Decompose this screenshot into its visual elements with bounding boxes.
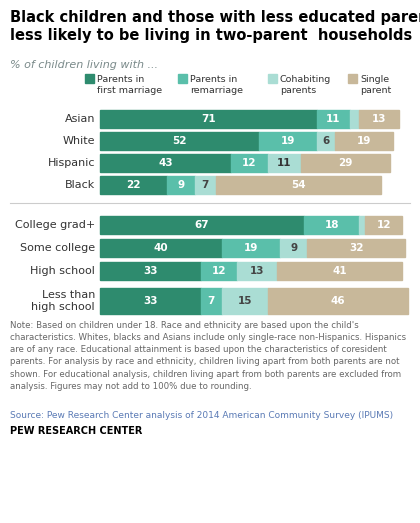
Text: 19: 19 — [244, 243, 258, 253]
Text: 11: 11 — [326, 114, 341, 124]
Bar — [100, 239, 222, 257]
Bar — [194, 176, 216, 194]
Text: Note: Based on children under 18. Race and ethnicity are based upon the child's
: Note: Based on children under 18. Race a… — [10, 321, 406, 391]
Text: 13: 13 — [372, 114, 386, 124]
Bar — [178, 74, 187, 83]
Bar — [167, 176, 194, 194]
Text: PEW RESEARCH CENTER: PEW RESEARCH CENTER — [10, 426, 142, 436]
Text: 11: 11 — [277, 158, 292, 168]
Text: 7: 7 — [207, 296, 215, 306]
Text: 52: 52 — [172, 136, 186, 146]
Bar — [335, 132, 393, 150]
Text: Some college: Some college — [20, 243, 95, 253]
Text: 33: 33 — [143, 296, 158, 306]
Text: 46: 46 — [331, 296, 345, 306]
Bar — [201, 288, 222, 314]
Text: 40: 40 — [154, 243, 168, 253]
Text: % of children living with ...: % of children living with ... — [10, 60, 158, 70]
Bar — [85, 74, 94, 83]
Text: College grad+: College grad+ — [15, 220, 95, 230]
Text: 7: 7 — [202, 180, 209, 190]
Bar — [359, 216, 365, 234]
Text: 6: 6 — [322, 136, 329, 146]
Text: 22: 22 — [126, 180, 141, 190]
Text: 13: 13 — [250, 266, 264, 276]
Text: Single
parent: Single parent — [360, 75, 391, 95]
Text: Cohabiting
parents: Cohabiting parents — [280, 75, 331, 95]
Text: 15: 15 — [238, 296, 252, 306]
Bar — [304, 216, 359, 234]
Bar — [100, 288, 201, 314]
Bar — [268, 154, 301, 172]
Text: 41: 41 — [332, 266, 347, 276]
Bar — [348, 74, 357, 83]
Text: 67: 67 — [195, 220, 210, 230]
Bar — [277, 262, 402, 280]
Bar — [216, 176, 381, 194]
Bar — [259, 132, 317, 150]
Text: 54: 54 — [291, 180, 306, 190]
Text: 12: 12 — [212, 266, 226, 276]
Text: 19: 19 — [357, 136, 371, 146]
Text: 9: 9 — [290, 243, 297, 253]
Text: Less than
high school: Less than high school — [32, 290, 95, 312]
Text: High school: High school — [30, 266, 95, 276]
Text: 71: 71 — [201, 114, 215, 124]
Text: Hispanic: Hispanic — [47, 158, 95, 168]
Text: White: White — [63, 136, 95, 146]
Bar — [237, 262, 277, 280]
Text: 9: 9 — [177, 180, 184, 190]
Text: 18: 18 — [325, 220, 339, 230]
Bar — [222, 239, 280, 257]
Bar — [201, 262, 237, 280]
Text: 33: 33 — [143, 266, 158, 276]
Bar — [301, 154, 390, 172]
Text: Parents in
remarriage: Parents in remarriage — [190, 75, 243, 95]
Text: 29: 29 — [339, 158, 353, 168]
Bar — [100, 132, 259, 150]
Text: Black children and those with less educated parents
less likely to be living in : Black children and those with less educa… — [10, 10, 420, 43]
Bar — [100, 110, 317, 128]
Text: 12: 12 — [242, 158, 257, 168]
Bar — [317, 110, 350, 128]
Bar — [222, 288, 268, 314]
Bar — [307, 239, 405, 257]
Text: 19: 19 — [281, 136, 295, 146]
Bar — [359, 110, 399, 128]
Bar — [268, 288, 408, 314]
Bar — [365, 216, 402, 234]
Bar — [317, 132, 335, 150]
Text: 12: 12 — [376, 220, 391, 230]
Bar — [100, 176, 167, 194]
Bar — [100, 262, 201, 280]
Text: Asian: Asian — [65, 114, 95, 124]
Bar — [268, 74, 277, 83]
Text: Black: Black — [65, 180, 95, 190]
Text: 32: 32 — [349, 243, 363, 253]
Bar — [231, 154, 268, 172]
Text: Parents in
first marriage: Parents in first marriage — [97, 75, 162, 95]
Text: Source: Pew Research Center analysis of 2014 American Community Survey (IPUMS): Source: Pew Research Center analysis of … — [10, 411, 393, 420]
Bar — [100, 154, 231, 172]
Bar — [100, 216, 304, 234]
Text: 43: 43 — [158, 158, 173, 168]
Bar — [280, 239, 307, 257]
Bar — [350, 110, 359, 128]
